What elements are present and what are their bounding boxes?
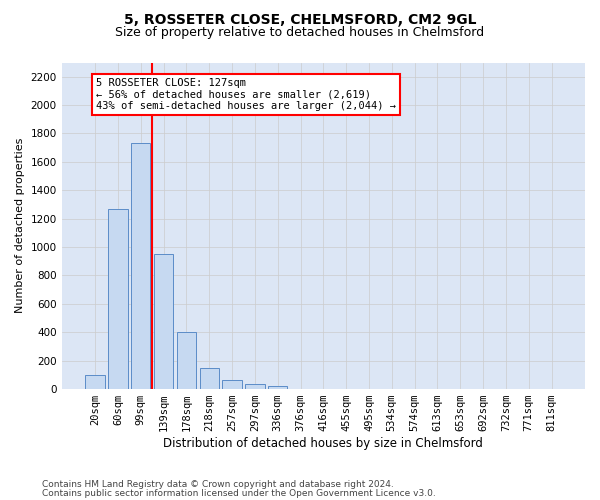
Bar bbox=[245, 384, 265, 389]
Text: Contains public sector information licensed under the Open Government Licence v3: Contains public sector information licen… bbox=[42, 488, 436, 498]
Text: 5, ROSSETER CLOSE, CHELMSFORD, CM2 9GL: 5, ROSSETER CLOSE, CHELMSFORD, CM2 9GL bbox=[124, 12, 476, 26]
Y-axis label: Number of detached properties: Number of detached properties bbox=[15, 138, 25, 314]
Bar bbox=[154, 254, 173, 389]
Bar bbox=[177, 332, 196, 389]
X-axis label: Distribution of detached houses by size in Chelmsford: Distribution of detached houses by size … bbox=[163, 437, 483, 450]
Text: 5 ROSSETER CLOSE: 127sqm
← 56% of detached houses are smaller (2,619)
43% of sem: 5 ROSSETER CLOSE: 127sqm ← 56% of detach… bbox=[96, 78, 396, 112]
Bar bbox=[223, 380, 242, 389]
Text: Size of property relative to detached houses in Chelmsford: Size of property relative to detached ho… bbox=[115, 26, 485, 39]
Bar bbox=[131, 144, 151, 389]
Bar bbox=[200, 368, 219, 389]
Text: Contains HM Land Registry data © Crown copyright and database right 2024.: Contains HM Land Registry data © Crown c… bbox=[42, 480, 394, 489]
Bar bbox=[268, 386, 287, 389]
Bar bbox=[85, 375, 105, 389]
Bar bbox=[108, 209, 128, 389]
